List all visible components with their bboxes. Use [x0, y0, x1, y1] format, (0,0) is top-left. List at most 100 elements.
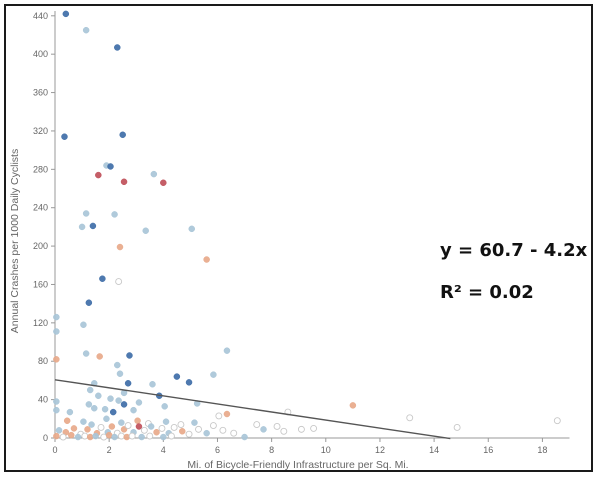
data-point [117, 432, 125, 440]
y-tick-label: 120 [33, 318, 48, 328]
data-point [97, 423, 105, 431]
x-tick-label: 12 [375, 445, 385, 455]
data-point [99, 275, 106, 282]
data-point [297, 425, 305, 433]
data-point [67, 431, 75, 439]
data-point [210, 371, 217, 378]
data-point [114, 44, 121, 51]
data-point [78, 223, 86, 231]
x-tick-label: 4 [161, 445, 166, 455]
data-point [177, 421, 185, 429]
data-point [160, 179, 167, 187]
data-point [70, 425, 78, 432]
data-point [138, 433, 145, 441]
data-point [53, 398, 60, 405]
data-point [123, 433, 131, 441]
x-tick-label: 6 [215, 445, 220, 455]
data-point [107, 163, 114, 170]
x-tick-label: 14 [429, 445, 439, 455]
data-point [115, 397, 122, 404]
data-point [63, 417, 71, 424]
data-point [185, 430, 193, 438]
data-point [230, 429, 238, 437]
data-point [134, 417, 141, 424]
data-point [553, 417, 561, 425]
data-point [120, 426, 128, 433]
x-tick-label: 8 [269, 445, 274, 455]
x-axis-title: Mi. of Bicycle-Friendly Infrastructure p… [187, 459, 408, 471]
data-point [80, 418, 87, 425]
data-point [61, 133, 68, 140]
data-point [115, 278, 123, 286]
y-tick-label: 360 [33, 88, 48, 98]
data-point [53, 356, 60, 363]
data-point [89, 222, 97, 230]
x-axis: 0 2 4 6 8 10 12 14 16 18 [52, 437, 570, 455]
data-point [128, 432, 136, 440]
data-point [167, 432, 175, 440]
data-point [120, 178, 128, 186]
data-point [116, 243, 124, 251]
y-tick-label: 440 [33, 11, 48, 21]
data-point [124, 380, 132, 387]
data-point [253, 421, 261, 429]
data-point [111, 211, 118, 218]
data-point [173, 373, 181, 380]
data-point [215, 412, 223, 420]
data-point [146, 432, 154, 440]
data-point [86, 433, 94, 441]
data-point [135, 423, 143, 430]
data-point [84, 426, 91, 433]
data-point [260, 426, 267, 433]
data-point [120, 401, 128, 408]
y-tick-label: 280 [33, 164, 48, 174]
data-point [170, 423, 178, 431]
data-point [349, 402, 357, 409]
data-point [80, 321, 87, 329]
data-point [223, 347, 231, 354]
data-point [86, 386, 94, 394]
data-point [195, 425, 202, 433]
data-point [135, 399, 143, 406]
data-point [103, 415, 110, 423]
data-point [149, 381, 156, 388]
data-point [153, 428, 160, 436]
data-point [406, 414, 414, 422]
data-point [109, 408, 117, 416]
data-point [53, 328, 60, 335]
data-point [85, 299, 93, 306]
data-point [95, 171, 102, 179]
data-points [53, 10, 561, 441]
data-point [126, 352, 133, 359]
data-point [203, 256, 210, 263]
y-axis: 0 40 80 120 160 200 240 280 320 360 400 440 [33, 11, 56, 443]
data-point [273, 423, 281, 430]
data-point [119, 131, 126, 139]
data-point [130, 406, 137, 414]
data-point [453, 423, 461, 431]
data-point [219, 426, 227, 434]
data-point [100, 433, 108, 441]
data-point [105, 431, 113, 439]
data-point [82, 350, 90, 357]
data-point [114, 361, 121, 369]
y-tick-label: 40 [38, 395, 48, 405]
data-point [160, 433, 167, 441]
data-point [191, 419, 198, 426]
data-point [150, 170, 158, 178]
data-point [162, 418, 170, 425]
data-point [116, 370, 124, 377]
data-point [209, 422, 217, 429]
data-point [62, 10, 70, 18]
data-point [223, 410, 231, 418]
x-tick-label: 2 [107, 445, 112, 455]
data-point [124, 422, 132, 429]
trendline-group [54, 379, 451, 440]
data-point [111, 433, 118, 441]
data-point [82, 210, 90, 217]
data-point [96, 353, 103, 360]
data-point [101, 405, 109, 413]
data-point [53, 432, 60, 440]
data-point [147, 423, 155, 430]
